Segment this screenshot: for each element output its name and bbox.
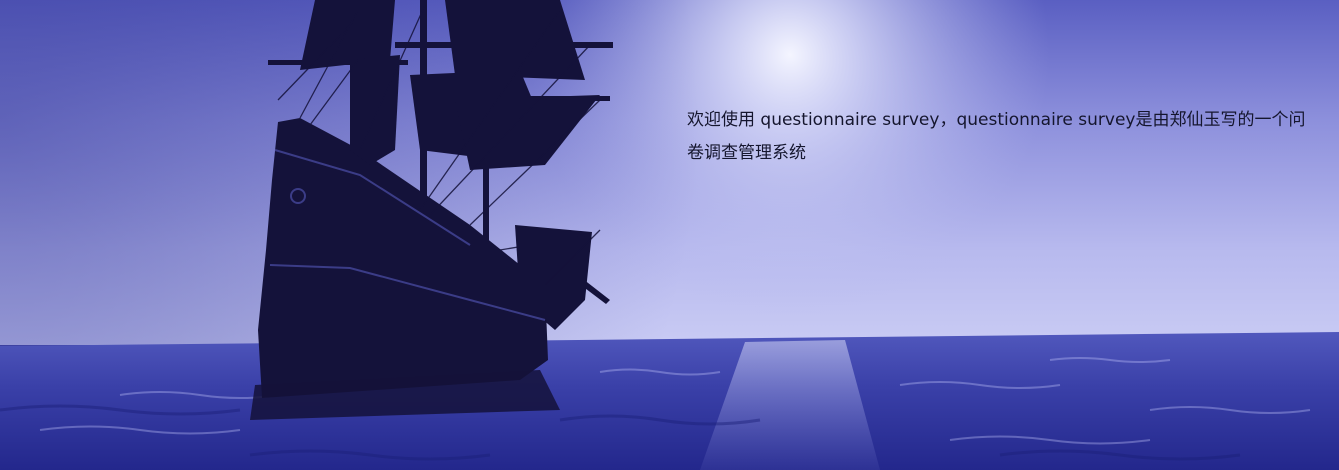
welcome-message: 欢迎使用 questionnaire survey，questionnaire … [687, 110, 1306, 163]
